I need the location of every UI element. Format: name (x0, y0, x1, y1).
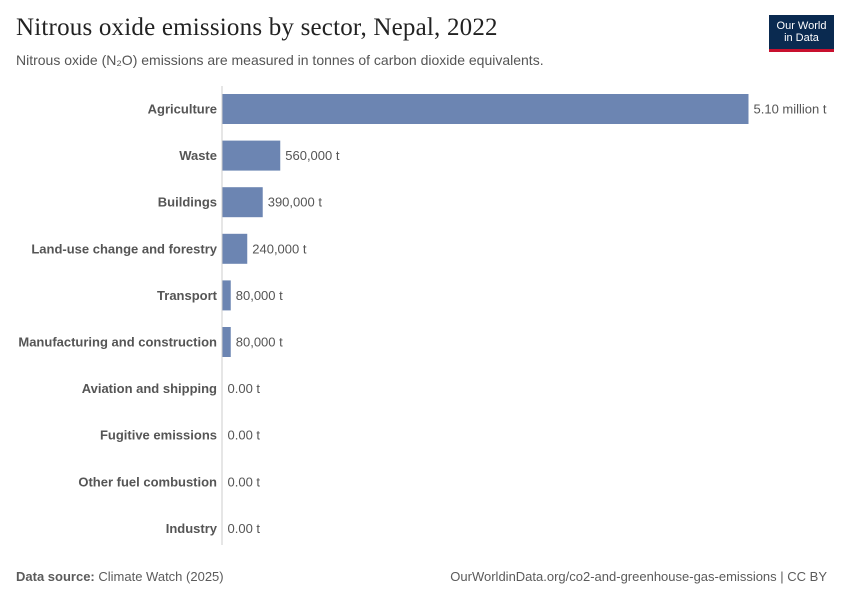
bar[interactable] (222, 327, 231, 357)
bar-chart: Agriculture 5.10 million t Waste 560,000 t B… (18, 86, 827, 545)
bar[interactable] (222, 187, 263, 218)
owid-logo[interactable]: Our World in Data (769, 15, 834, 52)
logo-line-2: in Data (784, 32, 819, 44)
value-label: 80,000 t (236, 335, 283, 350)
category-label: Land-use change and forestry (31, 241, 217, 256)
category-label: Other fuel combustion (78, 474, 217, 489)
value-label: 5.10 million t (754, 102, 827, 117)
bar[interactable] (222, 280, 231, 311)
category-label: Industry (166, 521, 218, 536)
value-label: 80,000 t (236, 288, 283, 303)
logo-line-1: Our World (776, 20, 827, 32)
value-label: 390,000 t (268, 195, 323, 210)
value-label: 0.00 t (228, 381, 261, 396)
value-label: 240,000 t (252, 241, 307, 256)
bar[interactable] (222, 94, 749, 124)
value-label: 0.00 t (228, 474, 261, 489)
data-source-value[interactable]: Climate Watch (2025) (98, 569, 224, 584)
category-label: Buildings (158, 195, 217, 210)
category-label: Waste (179, 148, 217, 163)
chart-subtitle: Nitrous oxide (N₂O) emissions are measur… (16, 52, 544, 68)
category-label: Transport (157, 288, 218, 303)
value-label: 560,000 t (285, 148, 340, 163)
value-label: 0.00 t (228, 521, 261, 536)
data-source: Data source: Climate Watch (2025) (16, 569, 224, 584)
category-label: Fugitive emissions (100, 428, 217, 443)
category-label: Aviation and shipping (82, 381, 217, 396)
value-label: 0.00 t (228, 428, 261, 443)
category-label: Agriculture (148, 102, 217, 117)
chart-title: Nitrous oxide emissions by sector, Nepal… (16, 14, 498, 41)
url-license[interactable]: OurWorldinData.org/co2-and-greenhouse-ga… (450, 569, 827, 584)
bar[interactable] (222, 233, 248, 264)
bar[interactable] (222, 140, 281, 171)
data-source-label: Data source: (16, 569, 95, 584)
category-label: Manufacturing and construction (18, 335, 217, 350)
